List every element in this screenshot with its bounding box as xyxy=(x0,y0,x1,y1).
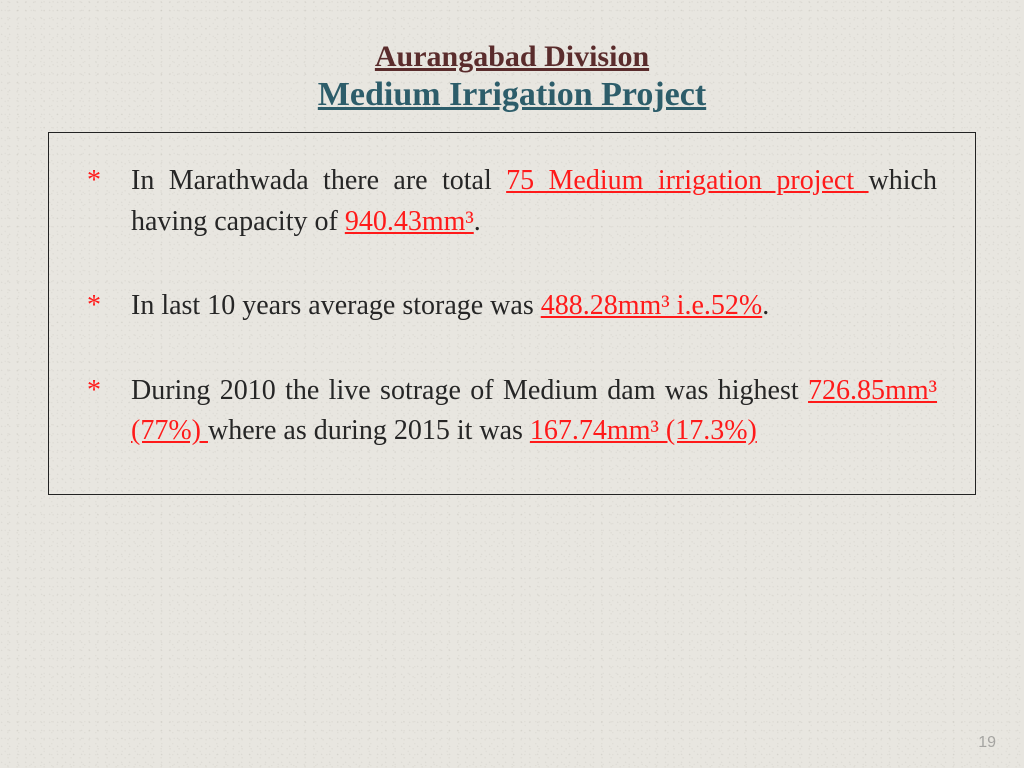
bullet-item: *During 2010 the live sotrage of Medium … xyxy=(87,371,937,452)
text-run: where as during 2015 it was xyxy=(208,415,530,446)
content-box: *In Marathwada there are total 75 Medium… xyxy=(48,132,976,495)
title-block: Aurangabad Division Medium Irrigation Pr… xyxy=(48,40,976,114)
text-run: In Marathwada there are total xyxy=(131,165,506,196)
bullet-text: In last 10 years average storage was 488… xyxy=(131,286,937,327)
slide: Aurangabad Division Medium Irrigation Pr… xyxy=(0,0,1024,768)
page-number: 19 xyxy=(978,734,996,752)
text-run: 488.28mm³ i.e.52% xyxy=(541,290,762,321)
text-run: In last 10 years average storage was xyxy=(131,290,541,321)
title-line-1: Aurangabad Division xyxy=(375,40,649,74)
text-run: . xyxy=(762,290,769,321)
text-run: 940.43mm³ xyxy=(345,206,474,237)
text-run: 167.74mm³ (17.3%) xyxy=(530,415,757,446)
text-run: During 2010 the live sotrage of Medium d… xyxy=(131,375,808,406)
text-run: 75 Medium irrigation project xyxy=(506,165,868,196)
title-line-2: Medium Irrigation Project xyxy=(318,76,706,114)
bullet-item: *In Marathwada there are total 75 Medium… xyxy=(87,161,937,242)
bullet-text: During 2010 the live sotrage of Medium d… xyxy=(131,371,937,452)
bullet-text: In Marathwada there are total 75 Medium … xyxy=(131,161,937,242)
asterisk-icon: * xyxy=(87,371,131,412)
bullet-item: *In last 10 years average storage was 48… xyxy=(87,286,937,327)
asterisk-icon: * xyxy=(87,161,131,202)
text-run: . xyxy=(474,206,481,237)
asterisk-icon: * xyxy=(87,286,131,327)
